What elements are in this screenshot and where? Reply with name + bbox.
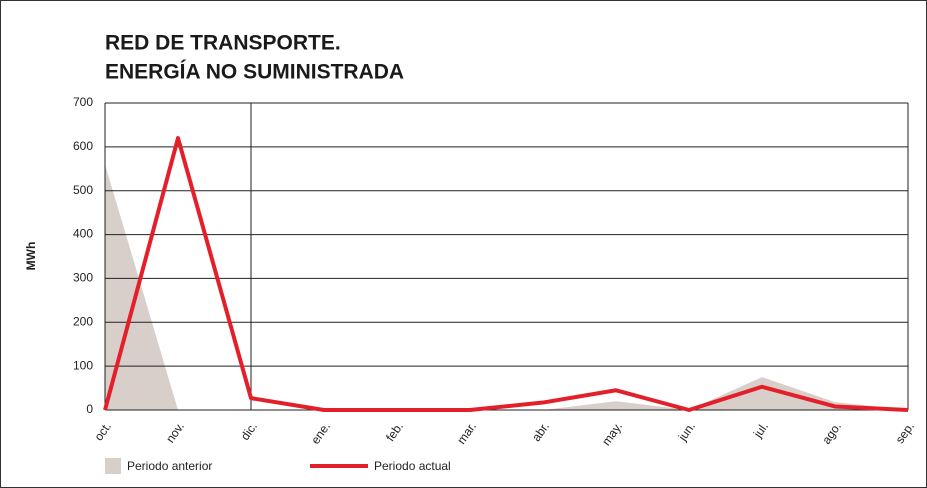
y-tick-label: 200 [73,314,93,328]
y-axis-label: MWh [24,242,38,271]
legend-label: Periodo anterior [127,459,212,473]
y-tick-label: 500 [73,183,93,197]
y-tick-label: 700 [73,95,93,109]
chart-title: ENERGÍA NO SUMINISTRADA [105,61,404,84]
y-tick-label: 0 [86,402,93,416]
y-tick-label: 100 [73,358,93,372]
legend-swatch [105,458,121,474]
y-tick-label: 400 [73,227,93,241]
chart-title: RED DE TRANSPORTE. [105,32,341,55]
line [103,136,909,412]
y-tick-label: 600 [73,139,93,153]
legend-label: Periodo actual [374,459,451,473]
y-tick-label: 300 [73,271,93,285]
